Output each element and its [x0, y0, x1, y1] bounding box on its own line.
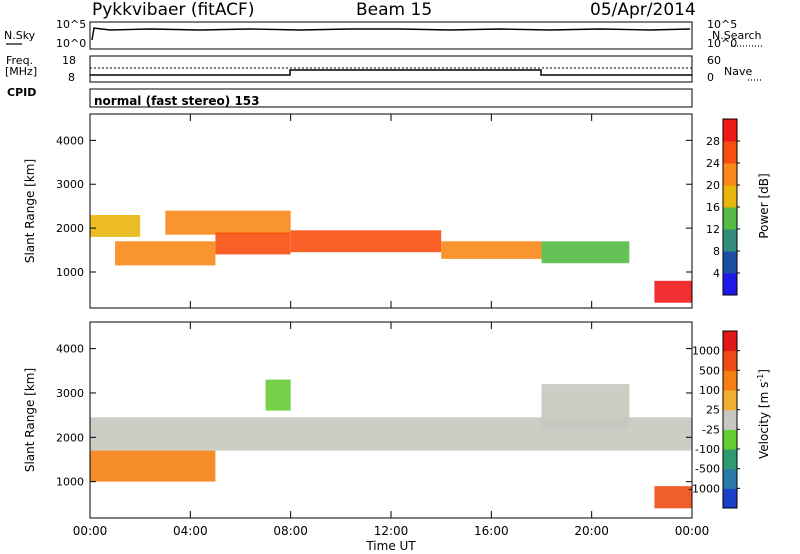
- scatter-band-1: [90, 450, 216, 482]
- colorbar-tick-label: 100: [699, 384, 720, 397]
- colorbar-segment: [723, 273, 737, 296]
- scatter-band-3: [215, 232, 291, 255]
- y-tick-label: 3000: [56, 387, 84, 400]
- date-title: 05/Apr/2014: [590, 0, 696, 20]
- noise-panel: [6, 21, 762, 50]
- colorbar-tick-label: 20: [706, 179, 720, 192]
- colorbar-tick-label: -25: [702, 423, 720, 436]
- velocity-colorbar-label: Velocity [m s-1]: [756, 369, 771, 459]
- y-tick-label: 2000: [56, 431, 84, 444]
- x-tick-label: 00:00: [675, 524, 710, 538]
- freq-trace: [90, 69, 692, 76]
- x-tick-label: 08:00: [273, 524, 308, 538]
- noise-sky-trace: [91, 27, 691, 41]
- scatter-band-2: [165, 210, 291, 235]
- power-panel: 1000 2000 3000 4000 Slant Range [km]: [23, 113, 693, 309]
- power-colorbar: 4 8 12 16 20 24 28: [706, 118, 740, 296]
- nsky-tick-top: 10^5: [56, 18, 87, 31]
- colorbar-segment: [723, 488, 737, 509]
- nsky-tick-bottom: 10^0: [56, 37, 87, 50]
- y-tick-label: 2000: [56, 222, 84, 235]
- colorbar-tick-label: 12: [706, 223, 720, 236]
- scatter-band-3: [541, 384, 630, 429]
- scatter-band-0: [90, 215, 141, 237]
- colorbar-segment: [723, 370, 737, 391]
- colorbar-segment: [723, 449, 737, 470]
- scatter-band-7: [654, 280, 692, 303]
- freq-label: Freq.: [6, 54, 34, 67]
- colorbar-tick-label: 1000: [692, 345, 720, 358]
- x-tick-label: 12:00: [374, 524, 409, 538]
- scatter-band-6: [541, 241, 630, 264]
- x-tick-label: 04:00: [173, 524, 208, 538]
- colorbar-tick-label: -500: [695, 463, 720, 476]
- colorbar-tick-label: 25: [706, 404, 720, 417]
- colorbar-segment: [723, 251, 737, 274]
- colorbar-tick-label: 500: [699, 364, 720, 377]
- colorbar-segment: [723, 409, 737, 430]
- colorbar-tick-label: -100: [695, 443, 720, 456]
- power-y-axis-label: Slant Range [km]: [23, 159, 37, 263]
- cpid-strip: [89, 88, 693, 108]
- x-tick-label: 00:00: [73, 524, 108, 538]
- scatter-band-2: [265, 379, 291, 411]
- nave-tick-top: 60: [707, 54, 721, 67]
- colorbar-tick-label: 4: [713, 267, 720, 280]
- colorbar-segment: [723, 119, 737, 142]
- cpid-label: CPID: [7, 86, 37, 99]
- velocity-panel: 1000 2000 3000 4000 Slant Range [km] Time U…: [23, 321, 693, 553]
- colorbar-frame: [722, 330, 738, 509]
- scatter-band-4: [654, 486, 692, 509]
- scatter-band-1: [115, 241, 216, 266]
- freq-tick-bottom: 8: [68, 71, 75, 84]
- x-tick-label: 20:00: [574, 524, 609, 538]
- y-tick-label: 3000: [56, 178, 84, 191]
- scatter-band-4: [290, 230, 442, 253]
- nave-label: Nave: [724, 65, 753, 78]
- colorbar-segment: [723, 468, 737, 489]
- colorbar-segment: [723, 331, 737, 352]
- velocity-colorbar: 1000 500 100 25 -25 -100 -500 -1000: [688, 330, 740, 509]
- y-tick-label: 4000: [56, 134, 84, 147]
- colorbar-tick-label: 28: [706, 135, 720, 148]
- y-tick-label: 1000: [56, 266, 84, 279]
- y-tick-label: 4000: [56, 343, 84, 356]
- cpid-value: normal (fast stereo) 153: [94, 94, 260, 108]
- colorbar-tick-label: 8: [713, 245, 720, 258]
- colorbar-segment: [723, 350, 737, 371]
- power-colorbar-label: Power [dB]: [757, 173, 771, 238]
- colorbar-tick-label: 24: [706, 157, 720, 170]
- y-tick-label: 1000: [56, 476, 84, 489]
- beam-title: Beam 15: [356, 0, 433, 20]
- station-title: Pykkvibaer (fitACF): [92, 0, 255, 20]
- nsearch-tick-top: 10^5: [707, 18, 738, 31]
- colorbar-tick-label: 16: [706, 201, 720, 214]
- colorbar-segment: [723, 429, 737, 450]
- nsearch-label: N.Search: [712, 29, 762, 42]
- nave-tick-bottom: 0: [707, 71, 714, 84]
- x-tick-label: 16:00: [474, 524, 509, 538]
- velocity-y-axis-label: Slant Range [km]: [23, 368, 37, 472]
- colorbar-tick-label: -1000: [688, 482, 720, 495]
- nsearch-tick-bottom: 10^0: [707, 37, 738, 50]
- freq-unit-label: [MHz]: [5, 65, 38, 78]
- freq-tick-top: 18: [62, 54, 76, 67]
- colorbar-segment: [723, 207, 737, 230]
- colorbar-segment: [723, 390, 737, 411]
- colorbar-segment: [723, 229, 737, 252]
- nsky-label: N.Sky: [4, 29, 36, 42]
- time-axis-label: Time UT: [365, 539, 416, 553]
- freq-panel: [89, 55, 762, 83]
- colorbar-segment: [723, 185, 737, 208]
- colorbar-segment: [723, 141, 737, 164]
- scatter-band-5: [441, 241, 542, 259]
- colorbar-segment: [723, 163, 737, 186]
